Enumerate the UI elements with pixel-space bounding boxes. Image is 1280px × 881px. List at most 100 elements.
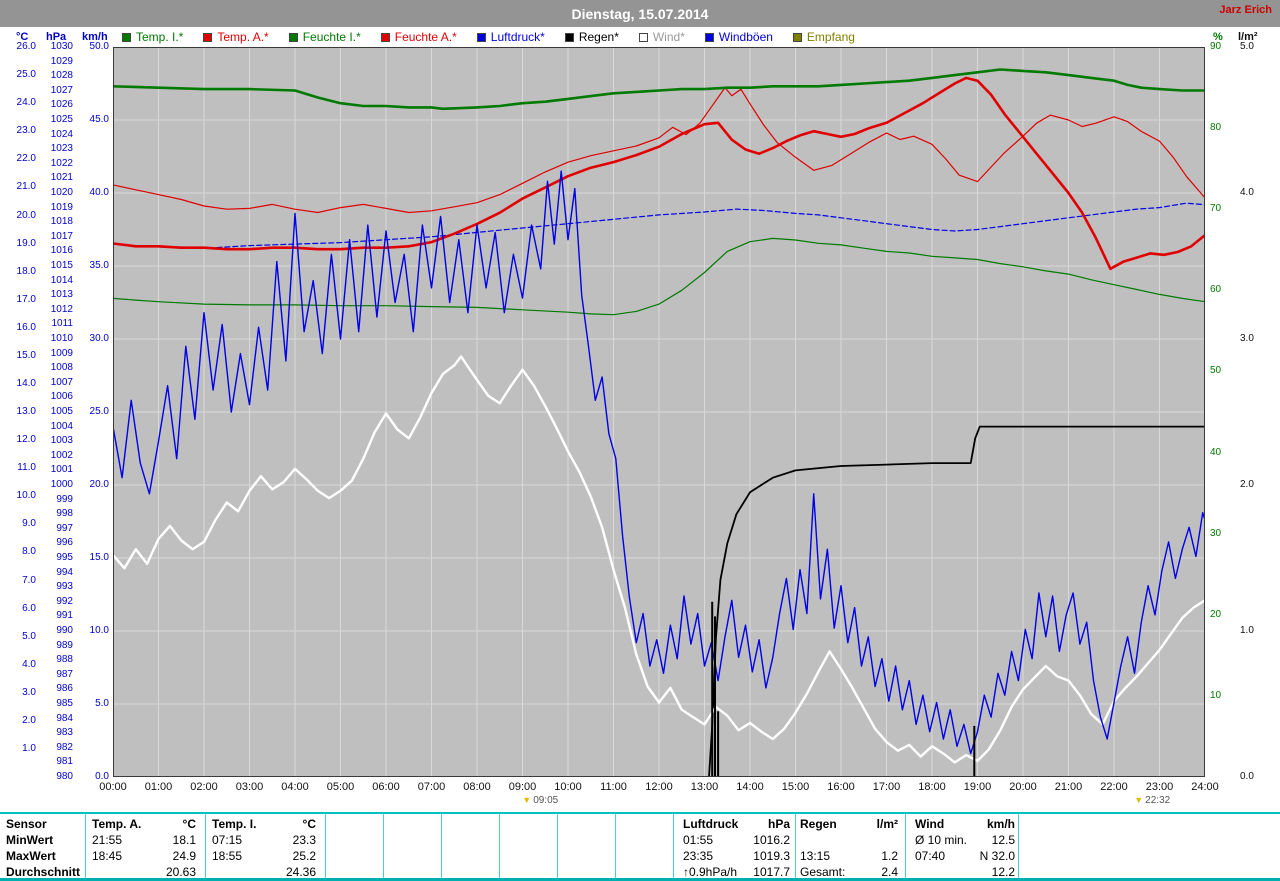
- series-feuchte_a: [113, 86, 1205, 214]
- legend-item-regen[interactable]: Regen*: [564, 30, 619, 44]
- tick-label: 50: [1210, 365, 1222, 377]
- stats-separator: [795, 814, 796, 878]
- axis-unit-hpa: hPa: [46, 31, 67, 43]
- legend-item-empfang[interactable]: Empfang: [792, 30, 855, 44]
- legend-swatch-regen: [564, 32, 574, 42]
- tick-label: 16.0: [16, 321, 36, 333]
- tick-label: 1004: [50, 420, 73, 432]
- x-tick-label: 18:00: [918, 781, 946, 793]
- stats-cell: 20.63: [165, 865, 196, 879]
- x-tick-label: 15:00: [781, 781, 810, 793]
- tick-label: 17.0: [16, 293, 36, 305]
- tick-label: 20: [1210, 608, 1222, 620]
- tick-label: 6.0: [22, 602, 36, 614]
- series-feuchte_i: [113, 237, 1205, 316]
- legend-item-temp_a[interactable]: Temp. A.*: [203, 30, 269, 44]
- tick-label: 1017: [50, 230, 73, 242]
- legend-label: Temp. A.*: [217, 30, 269, 44]
- tick-label: 23.0: [16, 125, 36, 137]
- legend-swatch-temp_a: [203, 32, 213, 42]
- tick-label: 1018: [50, 216, 73, 228]
- legend-label: Temp. I.*: [136, 30, 184, 44]
- series-luftdruck: [113, 202, 1205, 250]
- legend-swatch-temp_i: [122, 32, 131, 42]
- stats-table: Sensor MinWert MaxWert Durchschnitt Temp. A.…: [0, 812, 1280, 879]
- sun-marker-icon: ▼: [1134, 795, 1144, 805]
- stats-separator: [499, 814, 500, 878]
- stats-cell: N 32.0: [979, 849, 1015, 863]
- stats-cell: l/m²: [876, 817, 898, 831]
- tick-label: 3.0: [22, 686, 36, 698]
- tick-label: 25.0: [89, 406, 109, 417]
- sun-marker: ▼ 22:32: [1134, 795, 1170, 806]
- stats-cell: 21:55: [92, 833, 123, 847]
- legend-label: Feuchte A.*: [394, 30, 457, 44]
- tick-label: 13.0: [16, 406, 36, 417]
- axis-unit-lm2: l/m²: [1238, 31, 1258, 43]
- tick-label: 988: [56, 654, 73, 666]
- stats-cell: Durchschnitt: [6, 865, 81, 879]
- x-tick-label: 12:00: [645, 781, 673, 793]
- stats-cell: 07:40: [915, 849, 946, 863]
- tick-label: 1014: [50, 274, 73, 286]
- x-tick-label: 17:00: [872, 781, 901, 793]
- tick-label: 982: [56, 741, 73, 753]
- stats-cell: 12.2: [991, 865, 1015, 879]
- tick-label: 995: [56, 552, 73, 563]
- tick-label: 3.0: [1240, 333, 1254, 344]
- tick-label: 1020: [50, 187, 73, 198]
- sun-marker-time: 09:05: [533, 795, 559, 806]
- tick-label: 1025: [50, 114, 73, 125]
- tick-label: 25.0: [16, 69, 36, 81]
- tick-label: 70: [1210, 203, 1222, 215]
- sun-marker-icon: ▼: [522, 795, 532, 805]
- tick-label: 19.0: [16, 237, 36, 249]
- stats-separator: [85, 814, 86, 878]
- x-axis: 00:00 01:00 02:00 03:00 04:00 05:00 06:00 07:00…: [0, 781, 1280, 795]
- legend-item-luftdruck[interactable]: Luftdruck*: [476, 30, 545, 44]
- x-tick-label: 03:00: [235, 781, 264, 793]
- stats-cell: MaxWert: [6, 849, 56, 863]
- tick-label: 4.0: [22, 658, 36, 670]
- tick-label: 35.0: [89, 260, 109, 271]
- tick-label: 0.0: [1240, 771, 1254, 782]
- legend-item-wind[interactable]: Wind*: [638, 30, 685, 44]
- tick-label: 1015: [50, 260, 73, 271]
- tick-label: 1023: [50, 143, 73, 155]
- stats-cell: hPa: [767, 817, 790, 831]
- tick-label: 45.0: [89, 114, 109, 125]
- legend-item-windboeen[interactable]: Windböen: [704, 30, 773, 44]
- legend-label: Empfang: [806, 30, 855, 44]
- rain-rate-bar: [973, 725, 976, 777]
- stats-cell: 07:15: [212, 833, 243, 847]
- tick-label: 1007: [50, 376, 73, 388]
- x-tick-label: 21:00: [1054, 781, 1083, 793]
- y-axis-temperature: 26.0 25.0 24.0 23.0 22.0 21.0 20.0 19.0 18.0 17.0…: [2, 41, 36, 777]
- tick-label: 80: [1210, 122, 1222, 134]
- stats-cell: ↑0.9hPa/h: [683, 865, 738, 879]
- tick-label: 1009: [50, 347, 73, 359]
- legend-item-temp_i[interactable]: Temp. I.*: [122, 30, 183, 44]
- stats-cell: 1017.7: [753, 865, 790, 879]
- tick-label: 20.0: [16, 209, 36, 221]
- tick-label: 2.0: [22, 714, 36, 726]
- stats-cell: Gesamt:: [800, 865, 846, 879]
- tick-label: 989: [56, 639, 73, 651]
- tick-label: 981: [56, 756, 73, 768]
- legend-swatch-feuchte_i: [288, 32, 298, 42]
- legend-item-feuchte_i[interactable]: Feuchte I.*: [288, 30, 361, 44]
- x-tick-label: 20:00: [1009, 781, 1037, 793]
- tick-label: 1028: [50, 70, 73, 82]
- tick-label: 30: [1210, 527, 1222, 539]
- title-bar: Dienstag, 15.07.2014 Jarz Erich: [0, 0, 1280, 27]
- legend-row: Temp. I.* Temp. A.* Feuchte I.* Feuchte A.*…: [0, 27, 1280, 47]
- chart-plot[interactable]: [113, 47, 1205, 777]
- tick-label: 983: [56, 727, 73, 739]
- tick-label: 1001: [50, 464, 73, 476]
- tick-label: 1005: [50, 406, 73, 417]
- y-axis-rain: 5.0 4.0 3.0 2.0 1.0 0.0: [1240, 41, 1272, 782]
- tick-label: 50.0: [89, 41, 109, 52]
- user-name: Jarz Erich: [1219, 4, 1272, 16]
- tick-label: 1016: [50, 245, 73, 257]
- legend-item-feuchte_a[interactable]: Feuchte A.*: [380, 30, 457, 44]
